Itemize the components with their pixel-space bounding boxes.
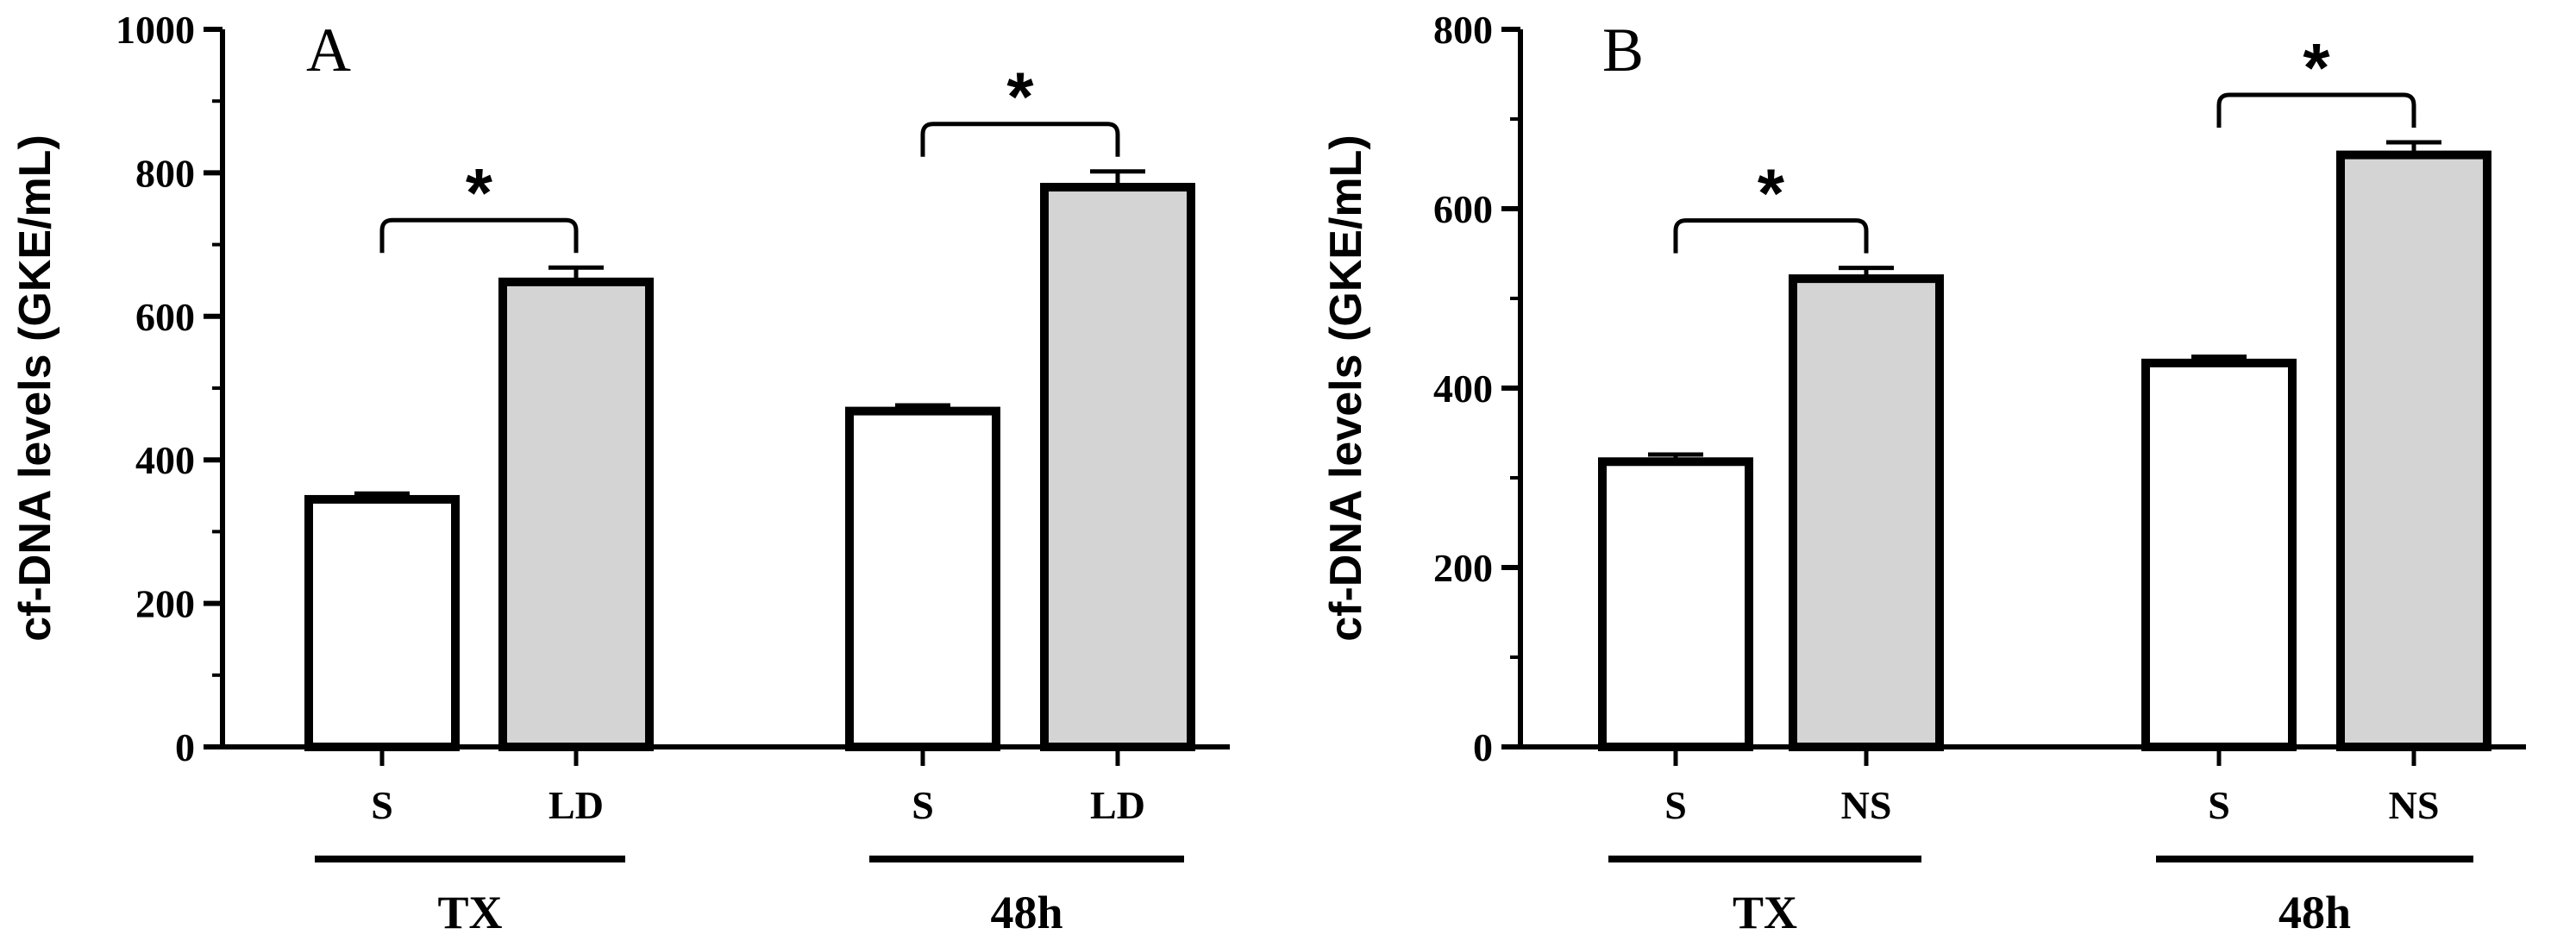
bar-48h-s [845, 406, 1000, 751]
panel-b: 0 200 400 600 800 cf-DNA levels (GKE/mL) B S NS *… [1321, 8, 2526, 938]
bar-tx-s [1598, 457, 1753, 752]
group-label: TX [1733, 887, 1797, 938]
y-tick-label: 0 [175, 725, 195, 769]
category-label: S [912, 783, 934, 827]
y-tick-label: 200 [135, 582, 195, 626]
significance-star: * [1758, 155, 1785, 232]
y-tick-label: 800 [135, 151, 195, 195]
bar-48h-ld [1040, 183, 1195, 752]
bar-48h-ns [2336, 150, 2491, 752]
category-label: S [371, 783, 393, 827]
group-label: TX [437, 887, 502, 938]
bar-tx-ld [498, 277, 654, 751]
significance-bracket [1673, 218, 1869, 254]
category-label: LD [548, 783, 604, 827]
panel-a: 0 200 400 600 800 1000 cf-DNA levels (GKE/mL) A… [10, 8, 1230, 938]
significance-bracket [2216, 92, 2416, 129]
y-tick-label: 0 [1473, 725, 1493, 769]
group-label: 48h [2278, 887, 2351, 938]
significance-star: * [1006, 59, 1034, 135]
category-label: LD [1090, 783, 1145, 827]
y-tick-label: 1000 [116, 8, 195, 52]
significance-bracket [379, 217, 579, 254]
y-tick-label: 600 [1433, 187, 1493, 231]
panel-letter: B [1602, 16, 1644, 85]
panel-letter: A [306, 16, 351, 85]
y-tick-label: 600 [135, 295, 195, 339]
group-label: 48h [990, 887, 1062, 938]
significance-bracket [920, 122, 1120, 157]
significance-star: * [466, 154, 493, 231]
y-tick-label: 200 [1433, 546, 1493, 590]
significance-star: * [2303, 29, 2330, 106]
category-label: NS [2389, 783, 2440, 827]
bar-48h-s [2141, 358, 2297, 751]
y-tick-label: 400 [1433, 367, 1493, 411]
category-label: NS [1841, 783, 1892, 827]
category-label: S [2208, 783, 2230, 827]
y-axis-label: cf-DNA levels (GKE/mL) [10, 135, 60, 642]
category-label: S [1664, 783, 1687, 827]
y-tick-label: 800 [1433, 8, 1493, 52]
y-tick-label: 400 [135, 438, 195, 482]
bar-tx-ns [1789, 274, 1944, 751]
y-axis-label: cf-DNA levels (GKE/mL) [1321, 135, 1371, 642]
bar-tx-s [304, 494, 460, 752]
